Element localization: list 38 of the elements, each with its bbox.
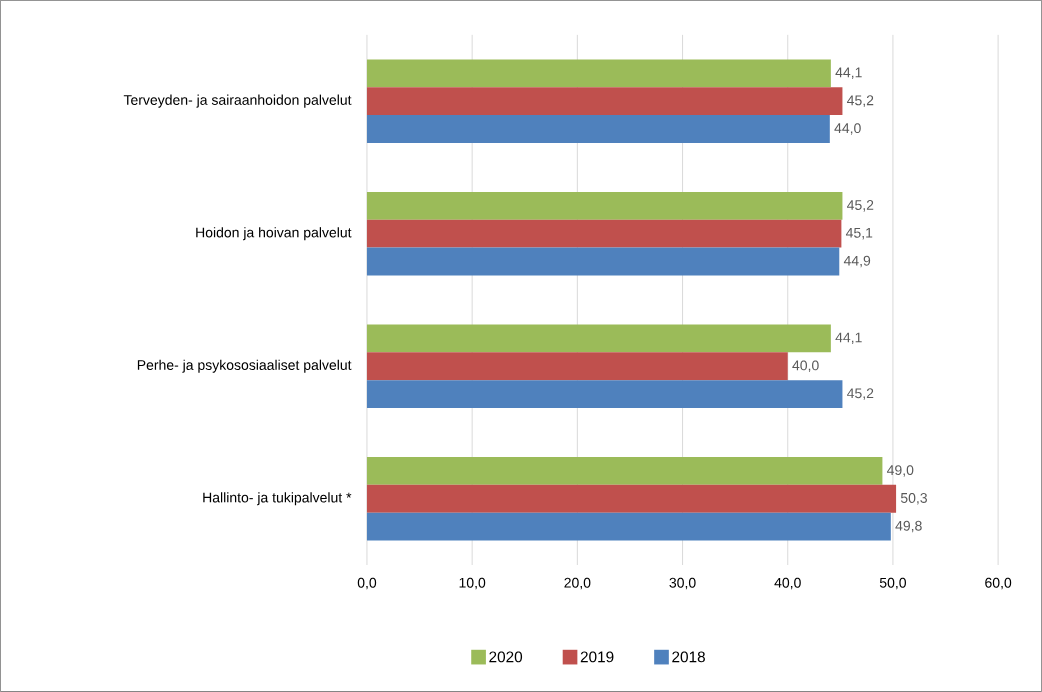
data-label: 45,1 <box>845 228 873 240</box>
x-tick-label: 50,0 <box>879 577 907 590</box>
bar <box>366 324 831 353</box>
x-tick-label: 20,0 <box>564 577 591 590</box>
y-tick-label: Perhe- ja psykososiaaliset palvelut <box>137 359 352 373</box>
y-tick-label: Hallinto- ja tukipalvelut * <box>203 492 352 506</box>
bar <box>366 219 842 248</box>
x-tick-label: 40,0 <box>774 577 801 590</box>
bar <box>366 484 897 513</box>
data-label: 44,1 <box>835 67 862 80</box>
bar <box>366 87 843 116</box>
legend-label: 2019 <box>580 651 614 663</box>
bar <box>366 352 788 381</box>
data-label: 49,8 <box>895 520 922 533</box>
data-label: 50,3 <box>900 493 927 505</box>
y-tick-label: Terveyden- ja sairaanhoidon palvelut <box>123 94 352 108</box>
bar <box>366 512 891 541</box>
data-label: 44,0 <box>834 123 861 135</box>
data-label: 49,0 <box>886 465 914 477</box>
x-tick-label: 30,0 <box>669 577 696 590</box>
legend-label: 2018 <box>672 651 705 663</box>
legend-label: 2020 <box>489 651 523 663</box>
bar <box>366 380 843 409</box>
x-tick-label: 0,0 <box>357 577 377 590</box>
data-label: 40,0 <box>792 360 819 373</box>
data-label: 44,1 <box>835 332 862 345</box>
y-tick-label: Hoidon ja hoivan palvelut <box>196 227 352 241</box>
bar <box>366 115 830 143</box>
x-tick-label: 10,0 <box>459 577 486 590</box>
bar <box>366 247 840 276</box>
data-label: 45,2 <box>847 95 874 107</box>
data-label: 45,2 <box>847 388 874 400</box>
x-tick-label: 60,0 <box>985 577 1012 590</box>
data-label: 44,9 <box>843 255 871 268</box>
data-label: 45,2 <box>847 200 874 212</box>
bar <box>366 191 843 220</box>
bar <box>366 457 883 485</box>
bar <box>366 59 831 88</box>
